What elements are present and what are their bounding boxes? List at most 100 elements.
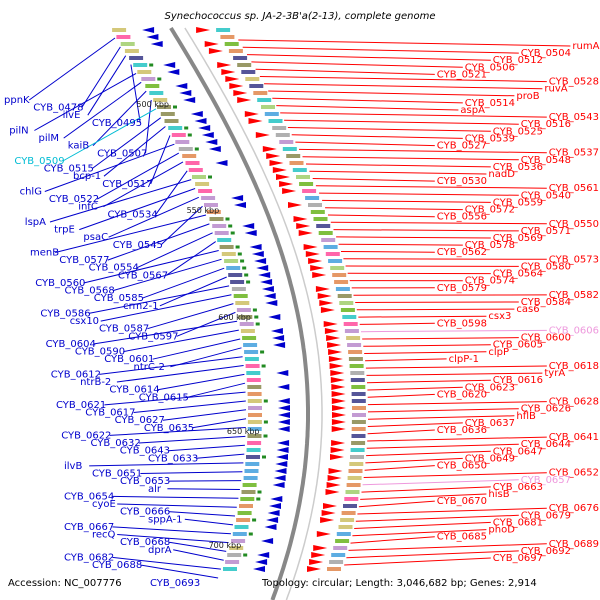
gene-label-ilve[interactable]: ilvE	[63, 110, 81, 121]
gene-label-csx10[interactable]: csx10	[70, 316, 99, 327]
gene-label-cyb_0571[interactable]: CYB_0571	[521, 226, 571, 237]
gene-label-sppa-1[interactable]: sppA-1	[148, 514, 183, 525]
gene-label-cyb_0635[interactable]: CYB_0635	[144, 423, 194, 434]
gene-label-nadd[interactable]: nadD	[488, 169, 515, 180]
gene-label-cyb_0605[interactable]: CYB_0605	[493, 340, 543, 351]
gene-label-cyb_0618[interactable]: CYB_0618	[549, 361, 599, 372]
gene-label-cyb_0564[interactable]: CYB_0564	[493, 269, 543, 280]
gene-label-piln[interactable]: pilN	[9, 126, 28, 137]
gene-label-prob[interactable]: proB	[516, 91, 539, 102]
gene-label-cyb_0536[interactable]: CYB_0536	[493, 162, 543, 173]
gene-label-alr[interactable]: alr	[148, 484, 162, 495]
gene-label-cyb_0650[interactable]: CYB_0650	[437, 461, 487, 472]
gene-label-cyb_0569[interactable]: CYB_0569	[493, 233, 543, 244]
gene-label-cyb_0556[interactable]: CYB_0556	[437, 212, 487, 223]
gene-label-cyb_0622[interactable]: CYB_0622	[61, 430, 111, 441]
gene-label-cyb_0515[interactable]: CYB_0515	[44, 164, 94, 175]
gene-label-ruma[interactable]: rumA	[572, 41, 599, 52]
gene-label-ntrb-2[interactable]: ntrB-2	[80, 377, 111, 388]
gene-label-cyb_0478[interactable]: CYB_0478	[33, 103, 83, 114]
gene-label-cyb_0682[interactable]: CYB_0682	[64, 552, 114, 563]
gene-label-cas6[interactable]: cas6	[516, 304, 539, 315]
gene-label-cyb_0666[interactable]: CYB_0666	[120, 507, 170, 518]
gene-label-crm2-1[interactable]: crm2-1	[123, 301, 159, 312]
gene-label-cyb_0623[interactable]: CYB_0623	[465, 382, 515, 393]
gene-label-cyb_0517[interactable]: CYB_0517	[102, 179, 152, 190]
gene-label-ppnk[interactable]: ppnK	[4, 95, 30, 106]
gene-label-cyb_0614[interactable]: CYB_0614	[109, 385, 159, 396]
gene-label-cyb_0582[interactable]: CYB_0582	[549, 290, 599, 301]
gene-label-cyb_0663[interactable]: CYB_0663	[493, 482, 543, 493]
gene-label-cyb_0580[interactable]: CYB_0580	[521, 261, 571, 272]
gene-label-cyb_0668[interactable]: CYB_0668	[120, 537, 170, 548]
gene-label-clpp-1[interactable]: clpP-1	[449, 354, 479, 365]
gene-label-cyb_0516[interactable]: CYB_0516	[521, 119, 571, 130]
gene-label-pilm[interactable]: pilM	[39, 133, 60, 144]
gene-label-aspa[interactable]: aspA	[460, 105, 485, 116]
gene-label-cyb_0617[interactable]: CYB_0617	[85, 408, 135, 419]
gene-label-cyb_0584[interactable]: CYB_0584	[521, 297, 571, 308]
gene-label-cyb_0495[interactable]: CYB_0495	[92, 118, 142, 129]
gene-label-cyb_0637[interactable]: CYB_0637	[465, 418, 515, 429]
gene-label-ilvb[interactable]: ilvB	[64, 461, 82, 472]
gene-label-cyb_0667[interactable]: CYB_0667	[64, 522, 114, 533]
gene-label-phod[interactable]: phoD	[488, 525, 515, 536]
gene-label-cyb_0586[interactable]: CYB_0586	[40, 308, 90, 319]
gene-label-cyb_0521[interactable]: CYB_0521	[437, 69, 487, 80]
gene-label-cyb_0653[interactable]: CYB_0653	[120, 476, 170, 487]
gene-label-trpe[interactable]: trpE	[54, 225, 75, 236]
accession-gene-label[interactable]: CYB_0693	[150, 578, 200, 589]
gene-label-cyb_0572[interactable]: CYB_0572	[465, 205, 515, 216]
gene-label-cyb_0590[interactable]: CYB_0590	[75, 347, 125, 358]
gene-label-cyb_0676[interactable]: CYB_0676	[549, 503, 599, 514]
gene-label-cyb_0539[interactable]: CYB_0539	[465, 133, 515, 144]
gene-label-cyb_0679[interactable]: CYB_0679	[521, 510, 571, 521]
gene-label-cyb_0657[interactable]: CYB_0657	[521, 475, 571, 486]
gene-label-cyb_0561[interactable]: CYB_0561	[549, 183, 599, 194]
gene-label-cyb_0568[interactable]: CYB_0568	[65, 286, 115, 297]
gene-label-cyb_0689[interactable]: CYB_0689	[549, 539, 599, 550]
gene-label-cyb_0573[interactable]: CYB_0573	[549, 254, 599, 265]
gene-label-lspa[interactable]: lspA	[25, 217, 46, 228]
gene-label-bcp-1[interactable]: bcp-1	[73, 171, 101, 182]
gene-label-recq[interactable]: recQ	[92, 530, 116, 541]
gene-label-cyb_0504[interactable]: CYB_0504	[521, 48, 571, 59]
gene-label-cyb_0548[interactable]: CYB_0548	[521, 155, 571, 166]
gene-label-cyb_0649[interactable]: CYB_0649	[465, 453, 515, 464]
gene-label-cyb_0641[interactable]: CYB_0641	[549, 432, 599, 443]
gene-label-kaib[interactable]: kaiB	[68, 141, 90, 152]
gene-label-dpra[interactable]: dprA	[148, 545, 172, 556]
gene-label-cyb_0530[interactable]: CYB_0530	[437, 176, 487, 187]
gene-label-ruva[interactable]: ruvA	[544, 84, 567, 95]
gene-label-cyb_0550[interactable]: CYB_0550	[549, 219, 599, 230]
gene-label-cyoe[interactable]: cyoE	[92, 499, 116, 510]
gene-label-hisb[interactable]: hisB	[488, 489, 509, 500]
gene-label-cyb_0543[interactable]: CYB_0543	[549, 112, 599, 123]
gene-label-cyb_0528[interactable]: CYB_0528	[549, 77, 599, 88]
gene-label-cyb_0626[interactable]: CYB_0626	[521, 404, 571, 415]
gene-label-cyb_0628[interactable]: CYB_0628	[549, 397, 599, 408]
gene-label-cyb_0600[interactable]: CYB_0600	[521, 333, 571, 344]
gene-label-cyb_0579[interactable]: CYB_0579	[437, 283, 487, 294]
gene-label-cyb_0633[interactable]: CYB_0633	[148, 453, 198, 464]
gene-label-cyb_0534[interactable]: CYB_0534	[108, 209, 158, 220]
gene-label-menb[interactable]: menB	[30, 248, 59, 259]
gene-label-cyb_0627[interactable]: CYB_0627	[115, 415, 165, 426]
gene-label-cyb_0651[interactable]: CYB_0651	[92, 469, 142, 480]
gene-label-cyb_0598[interactable]: CYB_0598	[437, 318, 487, 329]
gene-label-cyb_0644[interactable]: CYB_0644	[521, 439, 571, 450]
gene-label-cyb_0574[interactable]: CYB_0574	[465, 276, 515, 287]
gene-label-cyb_0643[interactable]: CYB_0643	[120, 446, 170, 457]
gene-label-cyb_0597[interactable]: CYB_0597	[128, 331, 178, 342]
gene-label-cyb_0585[interactable]: CYB_0585	[94, 293, 144, 304]
gene-label-psac[interactable]: psaC	[83, 232, 108, 243]
gene-label-cyb_0612[interactable]: CYB_0612	[51, 369, 101, 380]
gene-label-csx3[interactable]: csx3	[488, 311, 511, 322]
gene-label-chlg[interactable]: chlG	[20, 187, 42, 198]
gene-label-cyb_0685[interactable]: CYB_0685	[437, 532, 487, 543]
gene-label-cyb_0559[interactable]: CYB_0559	[493, 197, 543, 208]
gene-label-cyb_0560[interactable]: CYB_0560	[35, 278, 85, 289]
gene-label-cyb_0554[interactable]: CYB_0554	[89, 263, 139, 274]
gene-label-cyb_0507[interactable]: CYB_0507	[97, 148, 147, 159]
gene-label-cyb_0647[interactable]: CYB_0647	[493, 446, 543, 457]
